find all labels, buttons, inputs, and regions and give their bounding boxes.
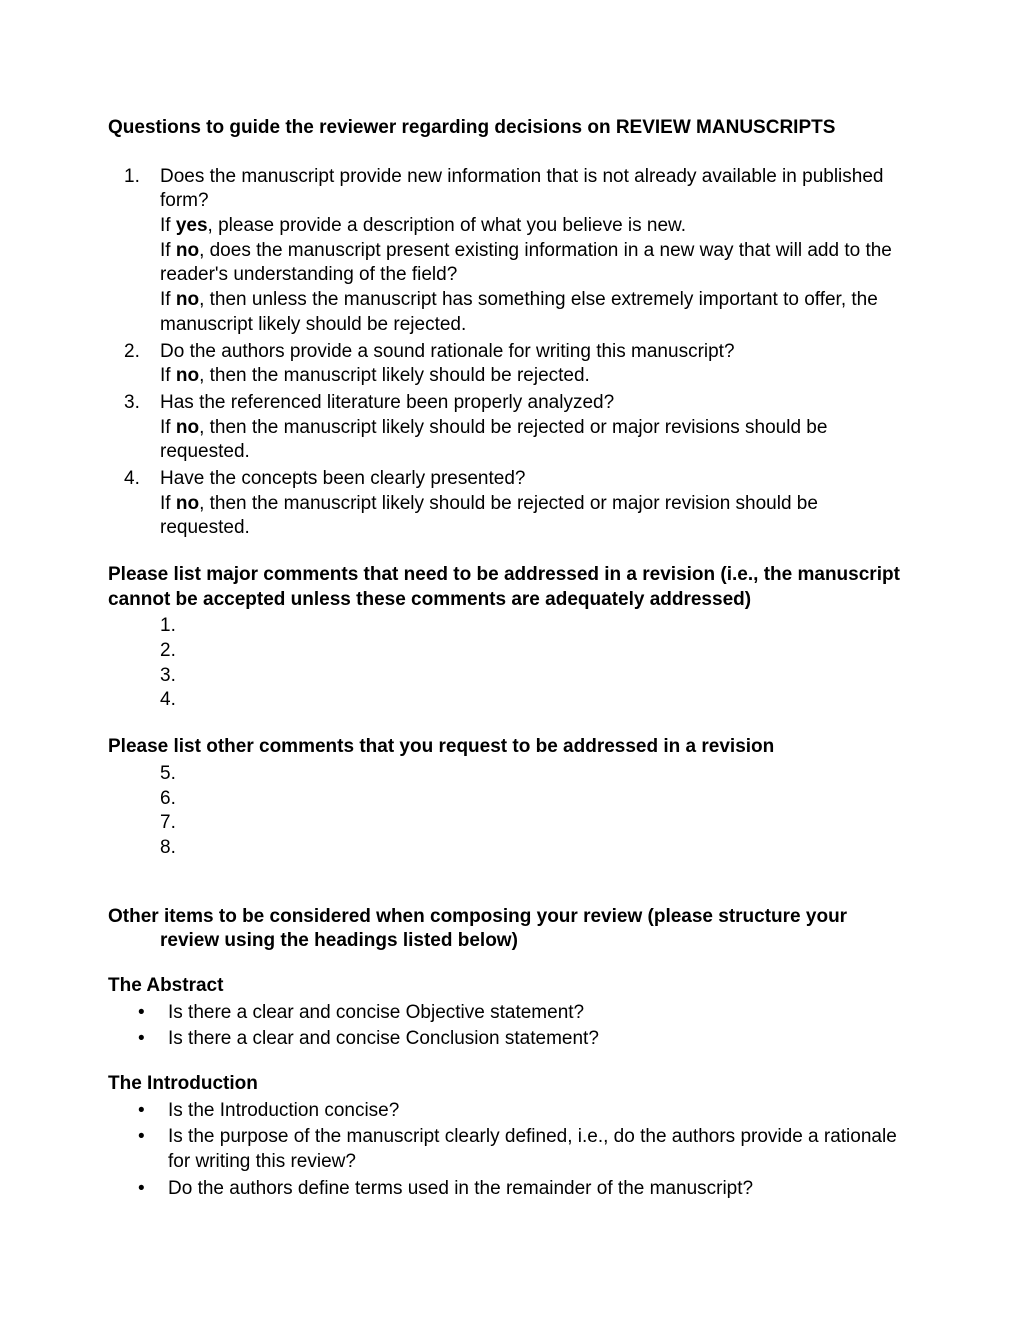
question-sub: If no, then the manuscript likely should… (160, 364, 912, 389)
bullet-item: Is there a clear and concise Conclusion … (138, 1027, 912, 1052)
major-comments-header: Please list major comments that need to … (108, 563, 912, 612)
introduction-bullets: Is the Introduction concise? Is the purp… (108, 1099, 912, 1202)
list-number: 8. (160, 836, 912, 861)
bullet-item: Is the purpose of the manuscript clearly… (138, 1125, 912, 1174)
list-number: 3. (160, 664, 912, 689)
question-number: 3. (124, 391, 140, 416)
question-text: Do the authors provide a sound rationale… (160, 341, 735, 362)
question-sub: If yes, please provide a description of … (160, 214, 912, 239)
question-item: 2. Do the authors provide a sound ration… (108, 340, 912, 389)
bullet-item: Do the authors define terms used in the … (138, 1177, 912, 1202)
bullet-item: Is there a clear and concise Objective s… (138, 1001, 912, 1026)
question-sub: If no, does the manuscript present exist… (160, 239, 912, 288)
question-text: Has the referenced literature been prope… (160, 392, 614, 413)
question-sub: If no, then unless the manuscript has so… (160, 288, 912, 337)
list-number: 7. (160, 811, 912, 836)
introduction-title: The Introduction (108, 1072, 912, 1097)
abstract-bullets: Is there a clear and concise Objective s… (108, 1001, 912, 1052)
bullet-item: Is the Introduction concise? (138, 1099, 912, 1124)
list-number: 1. (160, 614, 912, 639)
major-comments-numbers: 1. 2. 3. 4. (108, 614, 912, 713)
other-items-header: Other items to be considered when compos… (108, 905, 912, 954)
question-number: 4. (124, 467, 140, 492)
question-number: 1. (124, 165, 140, 190)
question-text: Have the concepts been clearly presented… (160, 468, 525, 489)
question-sub: If no, then the manuscript likely should… (160, 492, 912, 541)
list-number: 2. (160, 639, 912, 664)
question-number: 2. (124, 340, 140, 365)
question-item: 3. Has the referenced literature been pr… (108, 391, 912, 465)
other-comments-header: Please list other comments that you requ… (108, 735, 912, 760)
question-item: 1. Does the manuscript provide new infor… (108, 165, 912, 338)
questions-list: 1. Does the manuscript provide new infor… (108, 165, 912, 541)
list-number: 4. (160, 688, 912, 713)
list-number: 6. (160, 787, 912, 812)
question-text: Does the manuscript provide new informat… (160, 166, 883, 212)
document-title: Questions to guide the reviewer regardin… (108, 116, 912, 141)
other-comments-numbers: 5. 6. 7. 8. (108, 762, 912, 861)
list-number: 5. (160, 762, 912, 787)
question-item: 4. Have the concepts been clearly presen… (108, 467, 912, 541)
question-sub: If no, then the manuscript likely should… (160, 416, 912, 465)
abstract-title: The Abstract (108, 974, 912, 999)
